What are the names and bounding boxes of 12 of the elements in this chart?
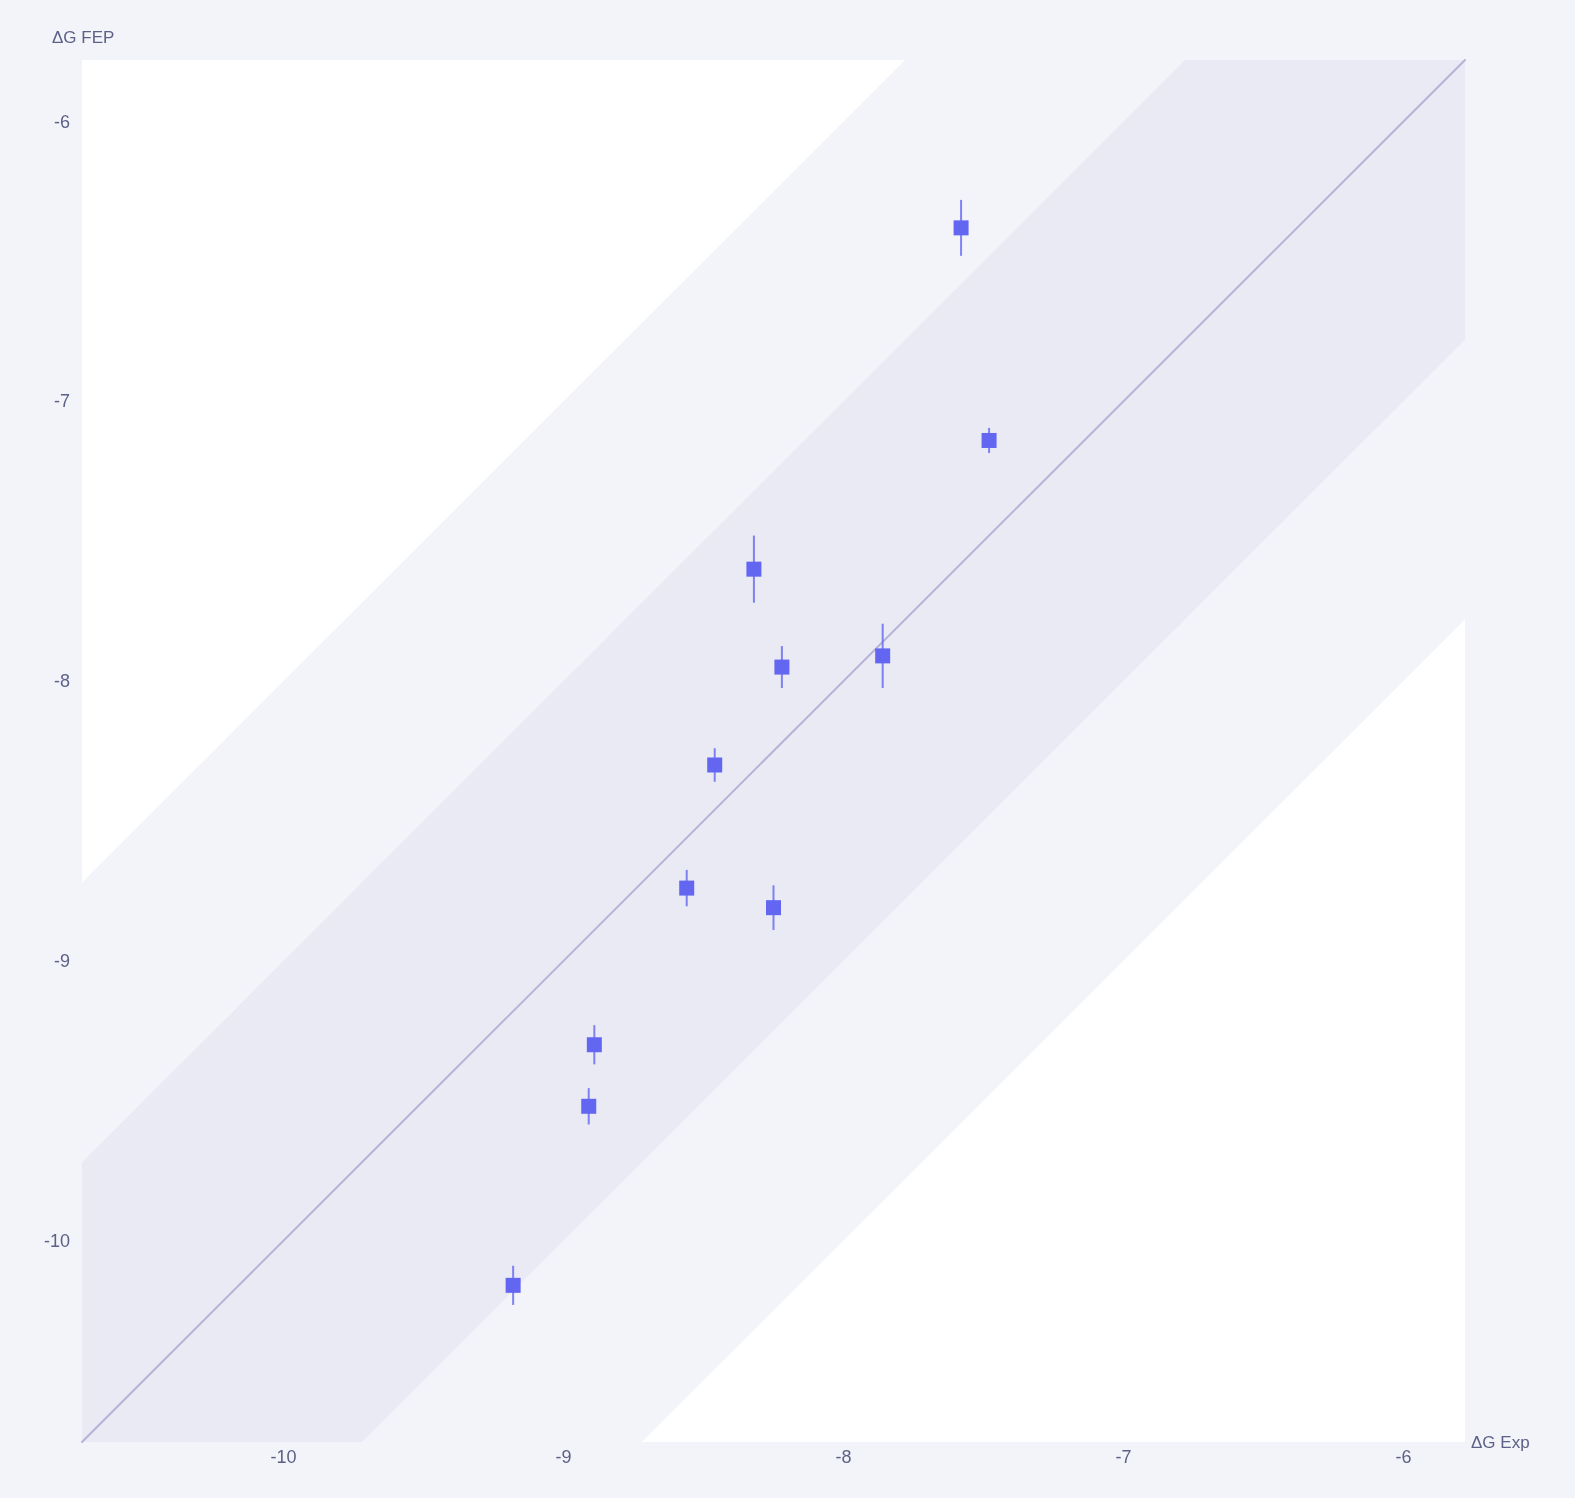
y-tick-label: -10	[43, 1230, 70, 1251]
y-tick-label: -6	[53, 111, 70, 132]
x-tick-label: -10	[270, 1447, 297, 1467]
x-tick-label: -6	[1395, 1447, 1412, 1467]
x-tick-label: -8	[835, 1447, 852, 1467]
x-tick-label: -7	[1115, 1447, 1132, 1467]
y-axis-title: ΔG FEP	[52, 27, 115, 47]
y-tick-label: -7	[53, 391, 70, 412]
y-tick-label: -9	[53, 950, 70, 971]
x-tick-label: -9	[555, 1447, 572, 1467]
y-tick-label: -8	[53, 671, 70, 692]
x-axis-title: ΔG Exp	[1471, 1432, 1530, 1452]
